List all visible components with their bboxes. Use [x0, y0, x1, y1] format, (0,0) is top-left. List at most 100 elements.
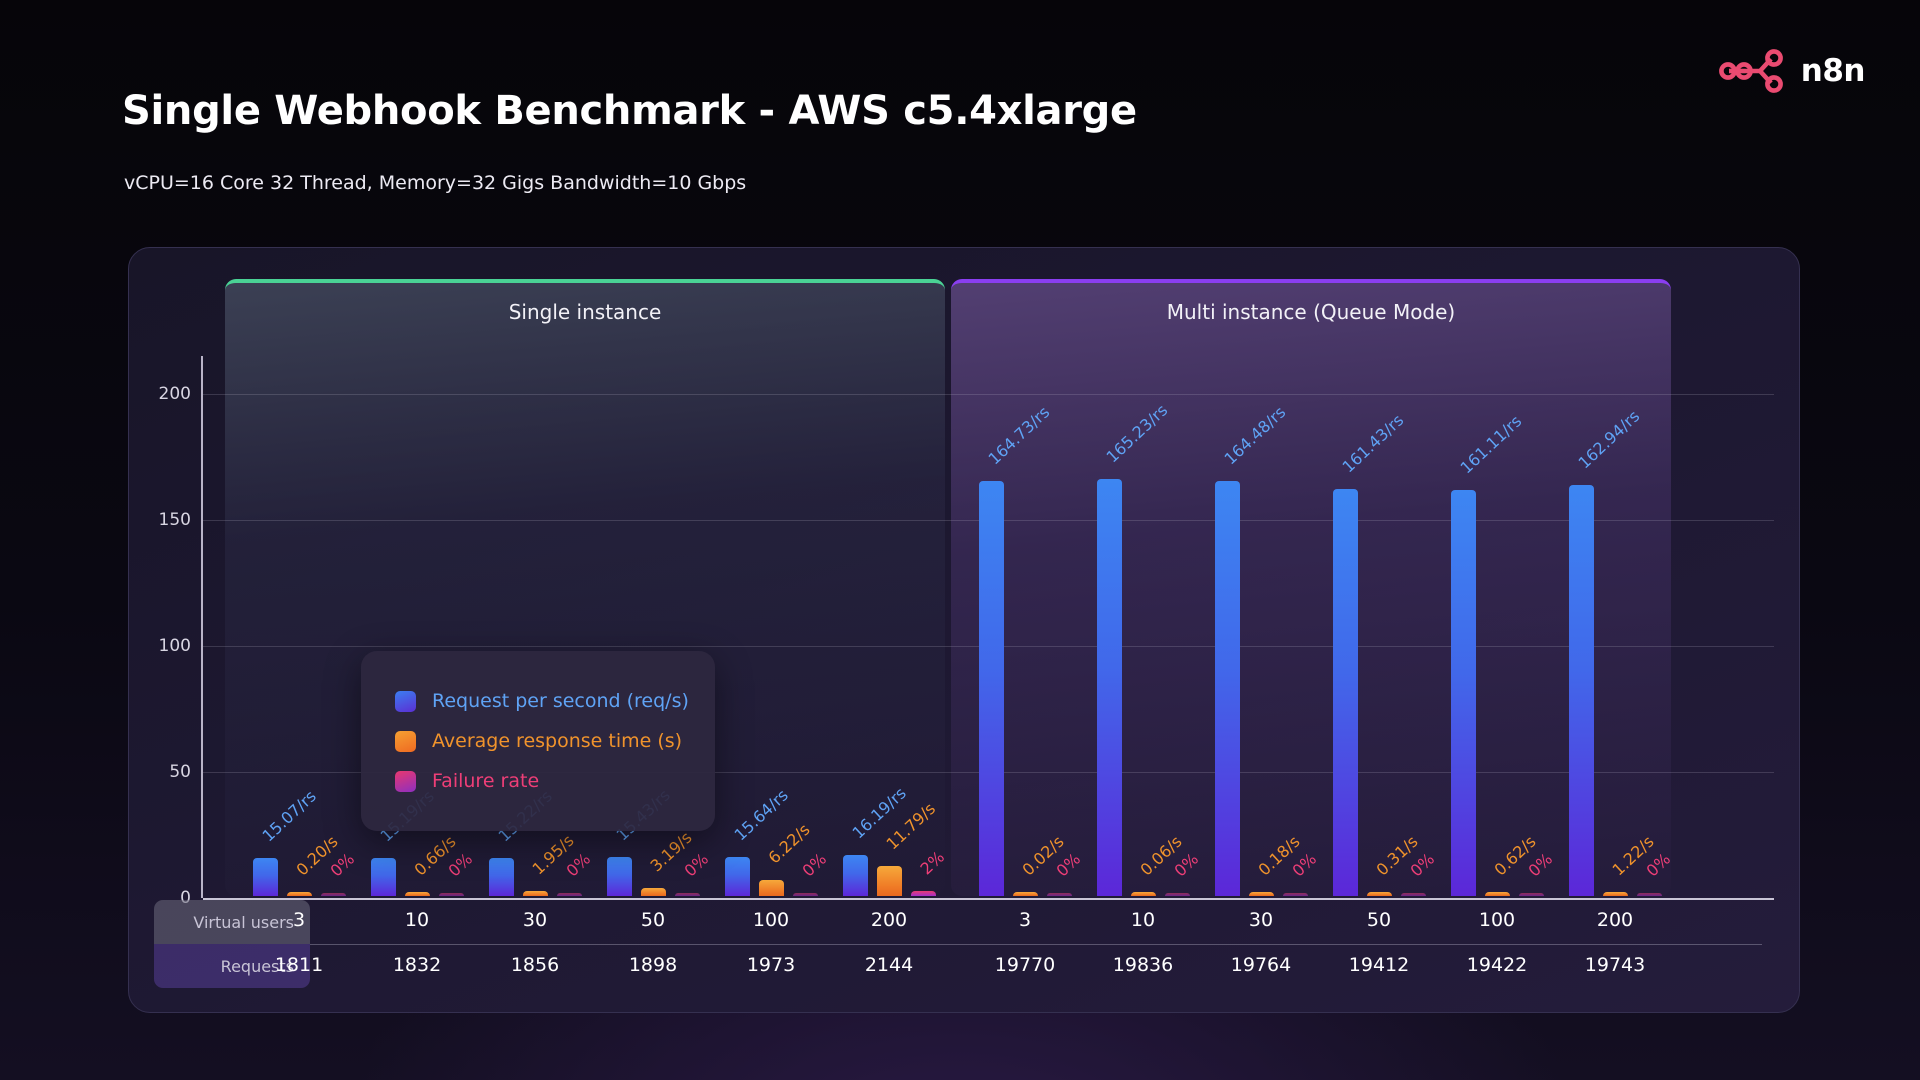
bar-requests-per-second[interactable]	[725, 856, 750, 896]
bar-group: 164.73/rs 0.02/s 0%	[965, 324, 1085, 896]
table-cell-requests: 1832	[392, 954, 442, 976]
bar-average-response-time[interactable]	[1603, 892, 1628, 896]
bar-average-response-time[interactable]	[523, 891, 548, 896]
table-cell-requests: 1898	[628, 954, 678, 976]
bar-group: 15.19/rs0.66/s0%	[357, 324, 477, 896]
bar-group: 15.07/rs 0.20/s 0%	[239, 324, 359, 896]
bar-average-response-time[interactable]	[877, 866, 902, 896]
table-cell-virtual-users: 10	[404, 909, 430, 931]
legend-label: Failure rate	[432, 770, 540, 792]
table-cell-requests: 19743	[1584, 954, 1646, 976]
table-cell-virtual-users: 100	[752, 909, 790, 931]
table-row-header-virtual-users: Virtual users	[154, 900, 310, 944]
bar-average-response-time[interactable]	[405, 892, 430, 896]
bar-label-rps: 165.23/rs	[1102, 400, 1172, 467]
legend-item-failure-rate: Failure rate	[395, 761, 715, 801]
legend-item-avg-response-time: Average response time (s)	[395, 721, 715, 761]
bar-average-response-time[interactable]	[287, 892, 312, 896]
table-cell-requests: 1856	[510, 954, 560, 976]
bar-failure-rate[interactable]	[321, 893, 346, 896]
table-cell-virtual-users: 3	[292, 909, 306, 931]
bar-average-response-time[interactable]	[1249, 892, 1274, 896]
bar-group: 164.48/rs 0.18/s 0%	[1201, 324, 1321, 896]
y-axis-line	[201, 356, 203, 898]
bar-group: 15.22/rs1.95/s0%	[475, 324, 595, 896]
bar-label-fail: 2%	[916, 847, 949, 879]
page-subtitle: vCPU=16 Core 32 Thread, Memory=32 Gigs B…	[124, 172, 747, 194]
bar-requests-per-second[interactable]	[1333, 489, 1358, 896]
table-cell-virtual-users: 100	[1478, 909, 1516, 931]
table-cell-virtual-users: 30	[522, 909, 548, 931]
data-table: Virtual users Requests 3 1811 10 1832 30 1856…	[154, 900, 1774, 988]
bar-failure-rate[interactable]	[1283, 893, 1308, 896]
table-cell-requests: 1811	[274, 954, 324, 976]
table-cell-requests: 2144	[864, 954, 914, 976]
table-cell-requests: 19770	[994, 954, 1056, 976]
legend-label: Request per second (req/s)	[432, 690, 689, 712]
page-title: Single Webhook Benchmark - AWS c5.4xlarg…	[122, 88, 1137, 134]
bar-requests-per-second[interactable]	[1569, 485, 1594, 896]
bar-average-response-time[interactable]	[1131, 892, 1156, 896]
bar-requests-per-second[interactable]	[1097, 479, 1122, 896]
bar-label-fail: 0%	[680, 849, 713, 881]
bar-failure-rate[interactable]	[675, 893, 700, 896]
bar-failure-rate[interactable]	[793, 893, 818, 896]
brand-name: n8n	[1800, 53, 1866, 89]
bar-requests-per-second[interactable]	[1451, 489, 1476, 896]
bar-requests-per-second[interactable]	[979, 480, 1004, 896]
bar-average-response-time[interactable]	[1367, 892, 1392, 896]
gridline	[203, 898, 1774, 900]
bar-group: 161.11/rs 0.62/s 0%	[1437, 324, 1557, 896]
bar-requests-per-second[interactable]	[1215, 481, 1240, 896]
brand-logo: n8n	[1718, 48, 1866, 94]
table-cell-virtual-users: 50	[640, 909, 666, 931]
y-axis-tick-label: 150	[158, 509, 191, 530]
bar-requests-per-second[interactable]	[371, 857, 396, 896]
table-cell-requests: 1973	[746, 954, 796, 976]
bar-requests-per-second[interactable]	[607, 857, 632, 896]
table-cell-virtual-users: 3	[1018, 909, 1032, 931]
legend-label: Average response time (s)	[432, 730, 683, 752]
bar-average-response-time[interactable]	[759, 880, 784, 896]
bar-label-fail: 0%	[798, 849, 831, 881]
bar-requests-per-second[interactable]	[253, 858, 278, 896]
bar-label-rps: 162.94/rs	[1574, 406, 1644, 473]
table-cell-virtual-users: 200	[1596, 909, 1634, 931]
legend-swatch-icon	[395, 690, 416, 712]
bar-failure-rate[interactable]	[1165, 893, 1190, 896]
panel-title: Single instance	[508, 300, 662, 324]
legend-swatch-icon	[395, 730, 416, 752]
bar-label-rps: 164.48/rs	[1220, 402, 1290, 469]
y-axis-tick-label: 200	[158, 383, 191, 404]
bar-failure-rate[interactable]	[1637, 893, 1662, 896]
table-row-header-requests: Requests	[154, 944, 310, 988]
panel-multi-instance: Multi instance (Queue Mode)	[951, 279, 1671, 896]
bar-group: 165.23/rs 0.06/s 0%	[1083, 324, 1203, 896]
legend-item-rps: Request per second (req/s)	[395, 681, 715, 721]
table-cell-virtual-users: 50	[1366, 909, 1392, 931]
table-divider	[310, 944, 1762, 945]
table-cell-requests: 19836	[1112, 954, 1174, 976]
table-cell-requests: 19422	[1466, 954, 1528, 976]
table-cell-virtual-users: 30	[1248, 909, 1274, 931]
bar-requests-per-second[interactable]	[843, 855, 868, 896]
bar-requests-per-second[interactable]	[489, 857, 514, 896]
bar-average-response-time[interactable]	[1013, 892, 1038, 896]
legend-swatch-icon	[395, 770, 416, 792]
bar-failure-rate[interactable]	[1401, 893, 1426, 896]
bar-failure-rate[interactable]	[1047, 893, 1072, 896]
bar-average-response-time[interactable]	[1485, 892, 1510, 896]
bar-failure-rate[interactable]	[911, 890, 936, 896]
bar-group: 161.43/rs 0.31/s 0%	[1319, 324, 1439, 896]
bar-failure-rate[interactable]	[1519, 893, 1544, 896]
table-cell-requests: 19412	[1348, 954, 1410, 976]
bar-failure-rate[interactable]	[557, 893, 582, 896]
bar-group: 162.94/rs 1.22/s 0%	[1555, 324, 1675, 896]
bar-label-rps: 161.43/rs	[1338, 410, 1408, 477]
bar-group: 15.64/rs 6.22/s 0%	[711, 324, 831, 896]
bar-failure-rate[interactable]	[439, 893, 464, 896]
bar-group: 15.43/rs3.19/s0%	[593, 324, 713, 896]
bar-average-response-time[interactable]	[641, 887, 666, 896]
gridline	[203, 393, 1774, 395]
